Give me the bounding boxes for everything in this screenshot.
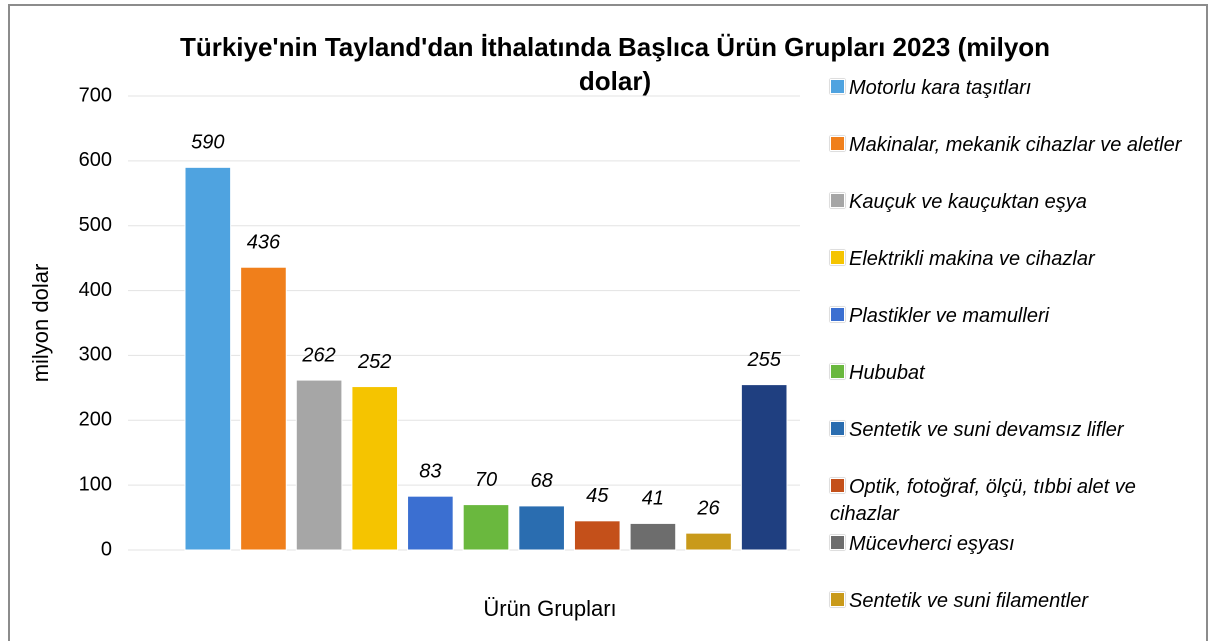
- data-label: 255: [746, 349, 781, 371]
- data-label: 262: [301, 344, 335, 366]
- y-tick-label: 500: [79, 214, 112, 236]
- bar: [295, 379, 343, 551]
- legend-label: Sentetik ve suni filamentler: [849, 590, 1089, 612]
- data-label: 436: [247, 232, 281, 254]
- data-label: 68: [531, 470, 553, 492]
- bar: [740, 384, 788, 551]
- legend-item: Optik, fotoğraf, ölçü, tıbbi alet ve cih…: [830, 474, 1190, 528]
- bar: [573, 520, 621, 551]
- legend-label: Plastikler ve mamulleri: [849, 305, 1050, 327]
- legend-label: Makinalar, mekanik cihazlar ve aletler: [849, 134, 1182, 156]
- data-label: 41: [642, 488, 664, 510]
- legend-swatch: [830, 478, 845, 493]
- bar: [518, 505, 565, 551]
- legend-label: Optik, fotoğraf, ölçü, tıbbi alet ve cih…: [830, 476, 1136, 525]
- legend-item: Hububat: [830, 360, 1190, 387]
- legend-label: Hububat: [849, 362, 925, 384]
- y-tick-label: 0: [101, 538, 112, 560]
- legend-label: Kauçuk ve kauçuktan eşya: [849, 191, 1087, 213]
- data-label: 590: [191, 132, 224, 154]
- chart-title: Türkiye'nin Tayland'dan İthalatında Başl…: [179, 32, 1051, 96]
- legend-swatch: [830, 592, 845, 607]
- bar: [184, 166, 232, 551]
- legend-swatch: [830, 364, 845, 379]
- legend-item: Makinalar, mekanik cihazlar ve aletler: [830, 132, 1190, 159]
- data-label: 45: [586, 485, 609, 507]
- data-label: 83: [419, 460, 441, 482]
- legend-swatch: [830, 250, 845, 265]
- legend-item: Sentetik ve suni filamentler: [830, 588, 1190, 615]
- y-tick-label: 400: [79, 279, 112, 301]
- legend-label: Motorlu kara taşıtları: [849, 77, 1032, 99]
- data-label: 252: [357, 351, 391, 373]
- bar: [685, 532, 732, 551]
- chart-frame: [8, 4, 1208, 641]
- legend-item: Plastikler ve mamulleri: [830, 303, 1190, 330]
- legend-swatch: [830, 193, 845, 208]
- legend-swatch: [830, 535, 845, 550]
- legend-swatch: [830, 136, 845, 151]
- bar: [629, 522, 677, 551]
- data-label: 26: [696, 497, 720, 519]
- legend-swatch: [830, 79, 845, 94]
- legend-label: Mücevherci eşyası: [849, 533, 1015, 555]
- legend-item: Kauçuk ve kauçuktan eşya: [830, 189, 1190, 216]
- legend-swatch: [830, 421, 845, 436]
- y-axis-label: milyon dolar: [28, 264, 53, 383]
- bar: [462, 504, 510, 551]
- y-tick-label: 100: [79, 473, 112, 495]
- y-tick-label: 600: [79, 149, 112, 171]
- legend-item: Mücevherci eşyası: [830, 531, 1190, 558]
- y-tick-label: 200: [79, 409, 112, 431]
- legend-swatch: [830, 307, 845, 322]
- x-axis-label: Ürün Grupları: [483, 596, 616, 621]
- legend-item: Sentetik ve suni devamsız lifler: [830, 417, 1190, 444]
- legend-label: Sentetik ve suni devamsız lifler: [849, 419, 1124, 441]
- y-tick-label: 300: [79, 344, 112, 366]
- y-tick-label: 700: [79, 84, 112, 106]
- bar: [351, 386, 399, 551]
- data-label: 70: [475, 469, 497, 491]
- legend-item: Elektrikli makina ve cihazlar: [830, 246, 1190, 273]
- legend-item: Motorlu kara taşıtları: [830, 75, 1190, 102]
- bar: [240, 266, 287, 551]
- legend-label: Elektrikli makina ve cihazlar: [849, 248, 1095, 270]
- bar: [407, 495, 454, 551]
